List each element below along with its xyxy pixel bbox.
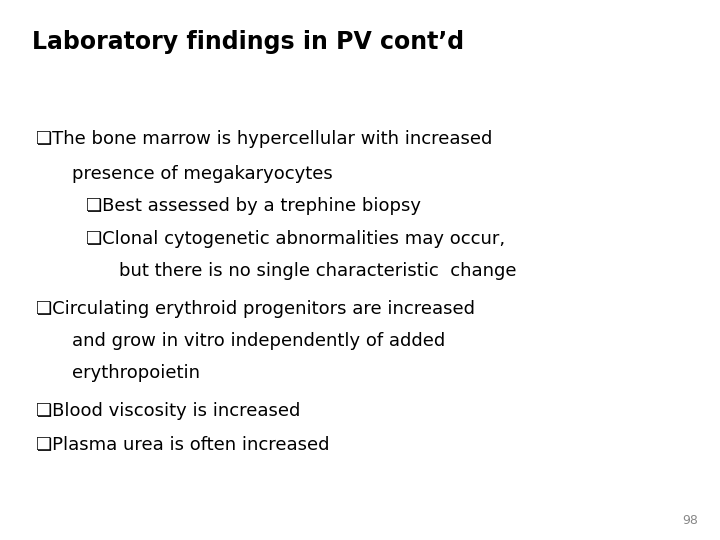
- Text: Laboratory findings in PV cont’d: Laboratory findings in PV cont’d: [32, 30, 464, 53]
- Text: but there is no single characteristic  change: but there is no single characteristic ch…: [119, 262, 516, 280]
- Text: 98: 98: [683, 514, 698, 526]
- Text: ❏Circulating erythroid progenitors are increased: ❏Circulating erythroid progenitors are i…: [36, 300, 475, 318]
- Text: ❏Plasma urea is often increased: ❏Plasma urea is often increased: [36, 435, 330, 453]
- Text: presence of megakaryocytes: presence of megakaryocytes: [72, 165, 333, 183]
- Text: ❏Blood viscosity is increased: ❏Blood viscosity is increased: [36, 402, 300, 420]
- Text: ❏Best assessed by a trephine biopsy: ❏Best assessed by a trephine biopsy: [86, 197, 421, 215]
- Text: and grow in vitro independently of added: and grow in vitro independently of added: [72, 332, 445, 350]
- Text: ❏Clonal cytogenetic abnormalities may occur,: ❏Clonal cytogenetic abnormalities may oc…: [86, 230, 505, 247]
- Text: ❏The bone marrow is hypercellular with increased: ❏The bone marrow is hypercellular with i…: [36, 130, 492, 147]
- Text: erythropoietin: erythropoietin: [72, 364, 200, 382]
